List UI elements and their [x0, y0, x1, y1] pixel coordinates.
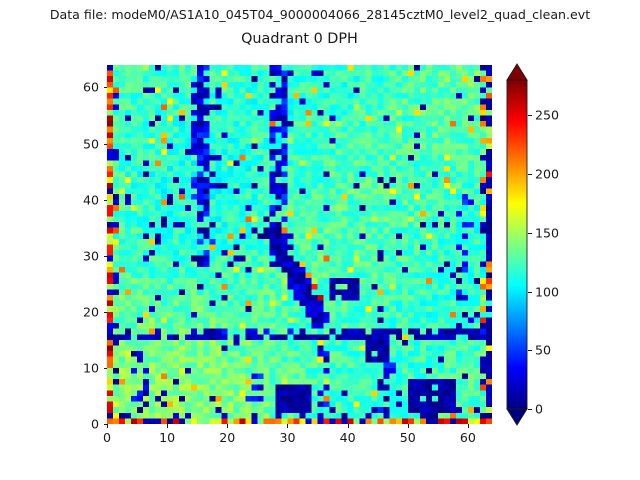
y-tick-mark: [103, 424, 107, 425]
x-tick-label: 30: [279, 430, 296, 445]
x-tick-label: 40: [339, 430, 356, 445]
x-tick-mark: [227, 424, 229, 428]
y-tick-mark: [103, 199, 107, 201]
y-tick-label: 20: [82, 304, 99, 320]
colorbar-tick-mark: [528, 232, 532, 234]
y-tick-mark: [103, 255, 107, 257]
x-tick-mark: [107, 424, 108, 428]
colorbar-gradient: [506, 63, 528, 426]
colorbar-tick-label: 50: [535, 342, 552, 358]
heatmap-image[interactable]: [107, 65, 492, 424]
y-tick-label: 0: [90, 416, 99, 432]
colorbar-tick-mark: [528, 350, 532, 352]
colorbar-tick-label: 100: [535, 284, 560, 299]
colorbar-tick-mark: [528, 409, 532, 410]
heatmap-plot-area[interactable]: [107, 65, 492, 424]
y-tick-mark: [103, 87, 107, 89]
x-tick-mark: [347, 424, 349, 428]
x-tick-label: 20: [219, 430, 236, 445]
y-tick-label: 40: [82, 192, 99, 208]
y-tick-label: 50: [82, 136, 99, 152]
colorbar-tick-label: 200: [535, 166, 560, 182]
colorbar-tick-label: 150: [535, 225, 560, 241]
colorbar-tick-label: 250: [535, 107, 560, 123]
y-tick-mark: [103, 143, 107, 145]
y-tick-label: 10: [82, 360, 99, 376]
y-tick-mark: [103, 311, 107, 313]
x-tick-label: 0: [102, 430, 112, 445]
x-tick-label: 50: [399, 430, 416, 445]
x-tick-label: 10: [159, 430, 176, 445]
data-file-caption: Data file: modeM0/AS1A10_045T04_90000040…: [49, 7, 591, 22]
colorbar-tick-mark: [528, 174, 532, 175]
y-tick-mark: [103, 367, 107, 369]
x-tick-mark: [407, 424, 409, 428]
x-tick-mark: [287, 424, 289, 428]
x-tick-mark: [167, 424, 169, 428]
colorbar-tick-mark: [528, 291, 532, 293]
colorbar[interactable]: [506, 63, 528, 426]
x-tick-label: 60: [459, 430, 476, 445]
x-tick-mark: [467, 424, 469, 428]
colorbar-tick-mark: [528, 115, 532, 117]
y-tick-label: 30: [82, 248, 99, 264]
colorbar-tick-label: 0: [535, 401, 544, 417]
y-tick-label: 60: [82, 79, 99, 95]
plot-title: Quadrant 0 DPH: [241, 31, 358, 47]
